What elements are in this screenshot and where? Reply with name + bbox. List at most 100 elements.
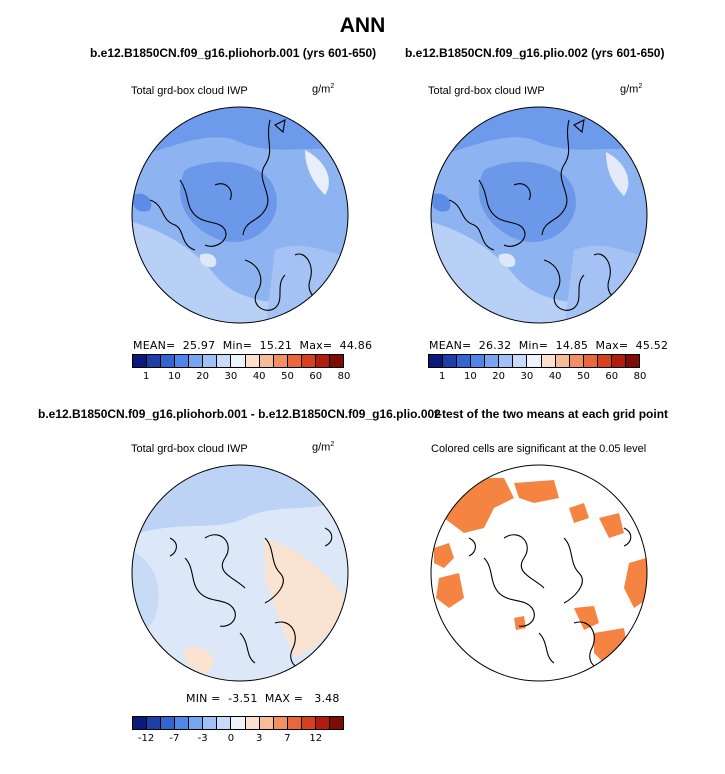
colorbar-cell	[287, 717, 302, 729]
colorbar-cell	[329, 355, 343, 367]
panel-2-stats: MEAN= 26.32 Min= 14.85 Max= 45.52	[429, 339, 669, 352]
panel-2-pale-spot	[498, 253, 516, 268]
panel-4-polar-map	[430, 464, 648, 682]
colorbar-cell	[161, 355, 176, 367]
colorbar-cell	[457, 355, 472, 367]
colorbar-cell	[301, 355, 316, 367]
colorbar-tick-label: 7	[284, 733, 291, 744]
colorbar-cell	[485, 355, 500, 367]
panel-4-map-border	[430, 464, 648, 682]
colorbar-tick-label: 50	[281, 371, 294, 382]
colorbar-cell	[161, 717, 176, 729]
colorbar-tick-label: 80	[337, 371, 351, 382]
colorbar-cell	[175, 717, 190, 729]
colorbar-tick-label: -7	[169, 733, 180, 744]
colorbar-cell	[443, 355, 458, 367]
colorbar-tick-label: 3	[256, 733, 263, 744]
colorbar-cell	[231, 717, 246, 729]
colorbar-tick-label: 40	[252, 371, 266, 382]
colorbar-tick-label: 10	[168, 371, 181, 382]
colorbar-cell	[273, 355, 288, 367]
colorbar-tick-label: 12	[309, 733, 323, 744]
panel-2-arctic-core	[478, 161, 576, 242]
colorbar-cell	[189, 355, 204, 367]
panel-1-unit-label: g/m2	[312, 83, 335, 96]
colorbar-cell	[133, 717, 148, 729]
panel-1-lower-band	[132, 220, 348, 323]
colorbar-tick-label: 60	[605, 371, 619, 382]
colorbar-cell	[189, 717, 204, 729]
colorbar-cell	[301, 717, 316, 729]
panel-3-colorbar-labels: -12 -7 -3 0 3 7 12	[132, 733, 344, 745]
panel-1-colorbar-labels: 1 10 20 30 40 50 60 80	[132, 371, 350, 383]
panel-2-case-title: b.e12.B1850CN.f09_g16.plio.002 (yrs 601-…	[405, 46, 665, 60]
colorbar-cell	[315, 717, 330, 729]
colorbar-cell	[147, 355, 162, 367]
colorbar-cell	[133, 355, 148, 367]
colorbar-cell	[471, 355, 486, 367]
panel-3-variable-label: Total grd-box cloud IWP	[131, 443, 248, 455]
colorbar-tick-label: 30	[520, 371, 534, 382]
panel-4-case-title: t-test of the two means at each grid poi…	[434, 407, 669, 421]
colorbar-cell	[203, 717, 218, 729]
panel-1-variable-label: Total grd-box cloud IWP	[131, 85, 248, 97]
panel-2-map-border	[430, 106, 648, 324]
panel-2-lower-band	[431, 220, 647, 323]
colorbar-tick-label: 1	[438, 371, 446, 382]
colorbar-tick-label: 60	[309, 371, 323, 382]
panel-1-arctic-core	[179, 161, 277, 242]
panel-2-unit-label: g/m2	[620, 83, 643, 96]
panel-2-colorbar-labels: 1 10 20 30 40 50 60 80	[428, 371, 646, 383]
panel-4-variable-label: Colored cells are significant at the 0.0…	[431, 443, 647, 455]
colorbar-tick-label: 1	[142, 371, 150, 382]
panel-1-polar-map	[131, 106, 349, 324]
colorbar-tick-label: 40	[548, 371, 562, 382]
colorbar-cell	[583, 355, 598, 367]
colorbar-cell	[315, 355, 330, 367]
colorbar-tick-label: 0	[227, 733, 235, 744]
panel-1-high-spot	[305, 150, 329, 195]
colorbar-cell	[217, 355, 232, 367]
panel-2-polar-map	[430, 106, 648, 324]
colorbar-cell	[217, 717, 232, 729]
colorbar-cell	[541, 355, 556, 367]
panel-1-dark-spot	[132, 193, 152, 212]
panel-1-lower-right	[265, 245, 348, 323]
colorbar-cell	[569, 355, 584, 367]
colorbar-cell	[273, 717, 288, 729]
colorbar-tick-label: 20	[196, 371, 210, 382]
panel-2-high-spot	[606, 152, 629, 196]
colorbar-cell	[527, 355, 542, 367]
panel-3-orange-region	[265, 538, 345, 658]
colorbar-cell	[203, 355, 218, 367]
panel-3-case-title: b.e12.B1850CN.f09_g16.pliohorb.001 - b.e…	[38, 407, 441, 421]
colorbar-tick-label: -12	[137, 733, 155, 744]
panel-3-map-border	[131, 464, 349, 682]
panel-3-colorbar	[132, 716, 344, 730]
panel-2-colorbar	[428, 354, 640, 368]
figure-title: ANN	[339, 14, 386, 37]
colorbar-tick-label: -3	[197, 733, 208, 744]
panel-2-coastlines	[448, 119, 623, 311]
colorbar-cell	[429, 355, 444, 367]
colorbar-cell	[245, 717, 260, 729]
colorbar-cell	[245, 355, 260, 367]
colorbar-tick-label: 20	[492, 371, 506, 382]
colorbar-tick-label: 30	[224, 371, 238, 382]
panel-2-lower-right	[564, 245, 647, 323]
colorbar-tick-label: 50	[577, 371, 590, 382]
colorbar-cell	[611, 355, 626, 367]
colorbar-cell	[287, 355, 302, 367]
panel-2-variable-label: Total grd-box cloud IWP	[428, 85, 545, 97]
panel-3-unit-label: g/m2	[312, 441, 335, 454]
colorbar-cell	[499, 355, 514, 367]
colorbar-cell	[259, 717, 274, 729]
panel-3-stats: MIN = -3.51 MAX = 3.48	[186, 692, 340, 705]
colorbar-tick-label: 80	[633, 371, 647, 382]
colorbar-cell	[597, 355, 612, 367]
panel-1-pale-spot	[199, 253, 217, 268]
colorbar-cell	[147, 717, 162, 729]
panel-2-dark-spot	[431, 193, 451, 212]
colorbar-cell	[259, 355, 274, 367]
panel-3-orange-spot	[184, 647, 214, 673]
